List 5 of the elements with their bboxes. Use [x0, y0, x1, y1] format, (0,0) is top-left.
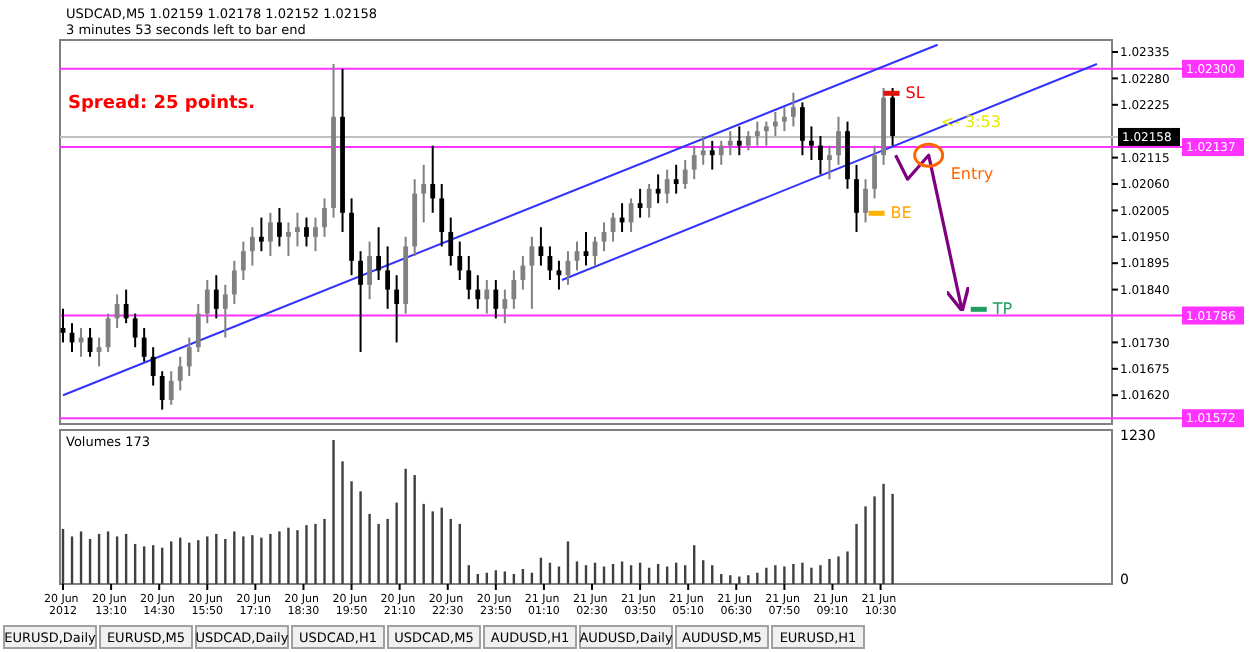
annotation: TP	[990, 300, 1013, 319]
annotation: BE	[890, 204, 912, 223]
annotation: Entry	[950, 164, 994, 183]
annotation: Spread: 25 points.	[68, 94, 256, 114]
annotation: SL	[905, 84, 926, 103]
